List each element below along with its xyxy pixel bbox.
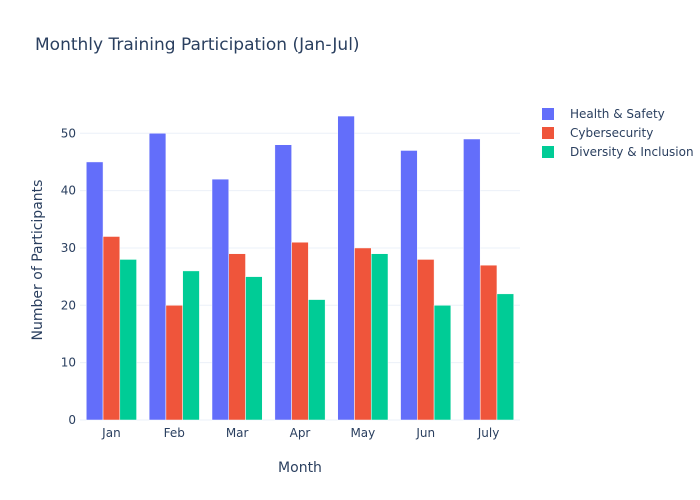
bars-layer (86, 115, 514, 421)
bar-cybersecurity-apr[interactable] (291, 241, 309, 421)
legend-swatch (542, 108, 554, 120)
x-tick-label: Apr (290, 426, 311, 440)
bar-diversity-inclusion-may[interactable] (370, 253, 389, 421)
bar-diversity-inclusion-feb[interactable] (182, 270, 200, 421)
bar-diversity-inclusion-july[interactable] (496, 293, 514, 421)
y-tick-label: 30 (61, 241, 76, 255)
x-tick-label: Jan (101, 426, 121, 440)
bar-cybersecurity-may[interactable] (354, 247, 372, 421)
x-tick-label: Feb (164, 426, 185, 440)
chart-title: Monthly Training Participation (Jan-Jul) (35, 35, 360, 55)
legend-swatch (542, 146, 554, 158)
x-tick-label: May (350, 426, 375, 440)
ticks-layer: 0 10 20 30 40 50 Jan Feb Mar Apr May Jun July (61, 126, 500, 440)
legend-item[interactable]: Diversity & Inclusion (542, 145, 694, 159)
legend-label: Diversity & Inclusion (570, 145, 694, 159)
legend-swatch (542, 127, 554, 139)
legend-label: Health & Safety (570, 107, 665, 121)
bar-cybersecurity-jan[interactable] (102, 236, 121, 421)
y-tick-label: 0 (68, 413, 76, 427)
bar-cybersecurity-jun[interactable] (417, 259, 435, 421)
bar-health-safety-mar[interactable] (211, 178, 230, 421)
x-tick-label: Mar (226, 426, 249, 440)
bar-health-safety-apr[interactable] (274, 144, 292, 421)
bar-health-safety-may[interactable] (337, 115, 355, 421)
legend-item[interactable]: Health & Safety (542, 107, 665, 121)
bar-diversity-inclusion-jun[interactable] (433, 305, 452, 421)
bar-health-safety-jun[interactable] (400, 150, 418, 421)
x-tick-label: Jun (415, 426, 435, 440)
bar-health-safety-july[interactable] (463, 138, 481, 421)
bar-cybersecurity-feb[interactable] (165, 305, 183, 421)
y-tick-label: 50 (61, 126, 76, 140)
bar-health-safety-jan[interactable] (86, 161, 104, 421)
y-tick-label: 40 (61, 184, 76, 198)
y-axis-title: Number of Participants (30, 180, 46, 341)
bar-health-safety-feb[interactable] (148, 133, 167, 421)
y-tick-label: 10 (61, 356, 76, 370)
legend[interactable]: Health & Safety Cybersecurity Diversity & … (542, 107, 694, 159)
bar-diversity-inclusion-jan[interactable] (119, 259, 137, 421)
x-axis-title: Month (278, 460, 322, 476)
bar-diversity-inclusion-apr[interactable] (308, 299, 326, 421)
legend-label: Cybersecurity (570, 126, 653, 140)
y-tick-label: 20 (61, 298, 76, 312)
legend-item[interactable]: Cybersecurity (542, 126, 653, 140)
bar-diversity-inclusion-mar[interactable] (245, 276, 263, 421)
x-tick-label: July (477, 426, 500, 440)
bar-cybersecurity-mar[interactable] (228, 253, 246, 421)
bar-cybersecurity-july[interactable] (479, 264, 498, 421)
